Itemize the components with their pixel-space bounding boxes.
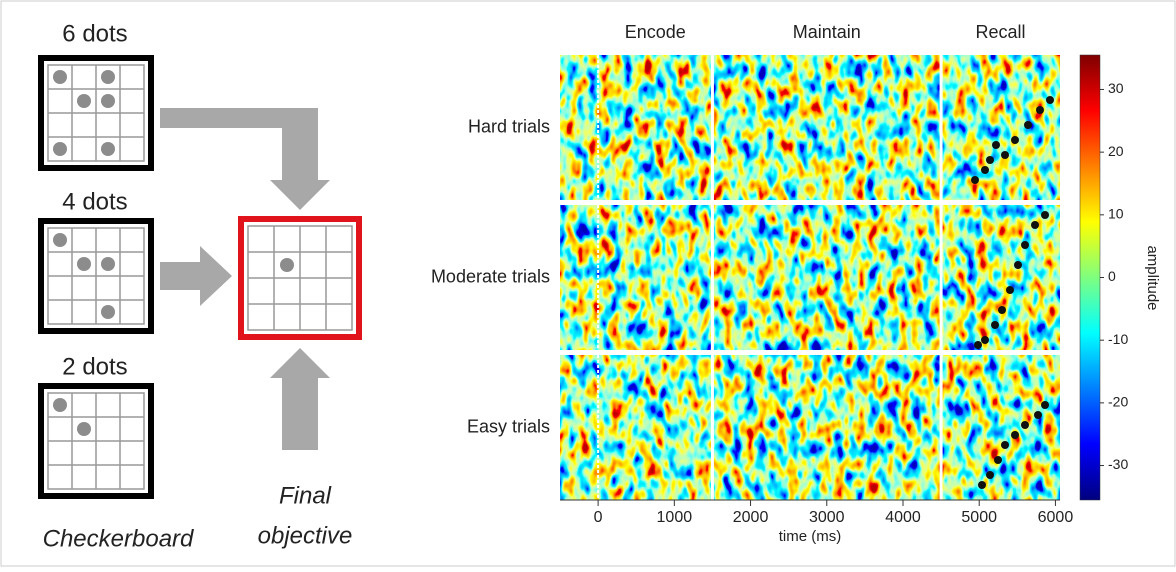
colorbar-label: amplitude [1144, 245, 1161, 310]
board-dot [77, 94, 91, 108]
board-label: 4 dots [62, 188, 127, 215]
sequence-dot [974, 341, 982, 349]
x-axis-label: time (ms) [779, 528, 842, 545]
sequence-dot [978, 481, 986, 489]
board-dot [77, 422, 91, 436]
sequence-dot [981, 166, 989, 174]
sequence-dot [1021, 421, 1029, 429]
arrows [160, 108, 330, 450]
panel-label: Easy trials [467, 416, 550, 436]
sequence-dot [991, 321, 999, 329]
sequence-dot [1034, 411, 1042, 419]
colorbar-tick-label: -20 [1108, 394, 1128, 410]
sequence-dot [1021, 241, 1029, 249]
x-tick-label: 2000 [733, 509, 769, 526]
chart: Hard trials Moderate trials Easy trials Enc… [431, 22, 1161, 545]
board-dot [101, 257, 115, 271]
sequence-dot [1001, 151, 1009, 159]
sequence-dot [998, 306, 1006, 314]
board-dot [101, 142, 115, 156]
colorbar-tick-label: 30 [1108, 80, 1124, 96]
board-dot [53, 398, 67, 412]
sequence-dot [1024, 121, 1032, 129]
heatmap-panel [560, 205, 1060, 350]
board-dot [101, 305, 115, 319]
colorbar-tick-label: -30 [1108, 456, 1128, 472]
x-tick-label: 6000 [1038, 509, 1074, 526]
board-dot [77, 257, 91, 271]
board-label: 2 dots [62, 353, 127, 380]
board-dot [53, 70, 67, 84]
phase-label: Encode [625, 22, 686, 42]
x-tick-label: 5000 [961, 509, 997, 526]
sequence-dot [992, 141, 1000, 149]
sequence-dot [1001, 441, 1009, 449]
sequence-dot [1011, 431, 1019, 439]
board-dot [101, 70, 115, 84]
board-dot [280, 258, 294, 272]
boards [38, 55, 362, 499]
phase-label: Maintain [793, 22, 861, 42]
heatmap-panel [560, 355, 1060, 500]
x-tick-label: 4000 [885, 509, 921, 526]
sequence-dot [994, 456, 1002, 464]
board-dot [101, 94, 115, 108]
sequence-dot [986, 156, 994, 164]
sequence-dot [971, 176, 979, 184]
board-dot [53, 233, 67, 247]
panel-label: Hard trials [468, 116, 550, 136]
panel-label: Moderate trials [431, 266, 550, 286]
colorbar [1079, 54, 1101, 501]
sequence-dot [1041, 211, 1049, 219]
colorbar-tick-label: 0 [1108, 268, 1116, 284]
colorbar-tick-label: -10 [1108, 331, 1128, 347]
sequence-dot [1006, 286, 1014, 294]
final-label: Final [279, 482, 332, 509]
x-tick-label: 1000 [657, 509, 693, 526]
colorbar-tick-label: 20 [1108, 143, 1124, 159]
sequence-dot [986, 471, 994, 479]
sequence-dot [1014, 261, 1022, 269]
sequence-dot [1036, 106, 1044, 114]
checkerboard-label: Checkerboard [43, 525, 194, 552]
sequence-dot [1046, 96, 1054, 104]
board-label: 6 dots [62, 20, 127, 47]
phase-label: Recall [976, 22, 1026, 42]
x-tick-label: 0 [594, 509, 603, 526]
final-label: objective [258, 522, 353, 549]
sequence-dot [1041, 401, 1049, 409]
heatmap-panel [560, 55, 1060, 200]
board-dot [53, 142, 67, 156]
sequence-dot [1031, 221, 1039, 229]
x-tick-label: 3000 [809, 509, 845, 526]
colorbar-tick-label: 10 [1108, 206, 1124, 222]
sequence-dot [981, 336, 989, 344]
sequence-dot [1011, 136, 1019, 144]
